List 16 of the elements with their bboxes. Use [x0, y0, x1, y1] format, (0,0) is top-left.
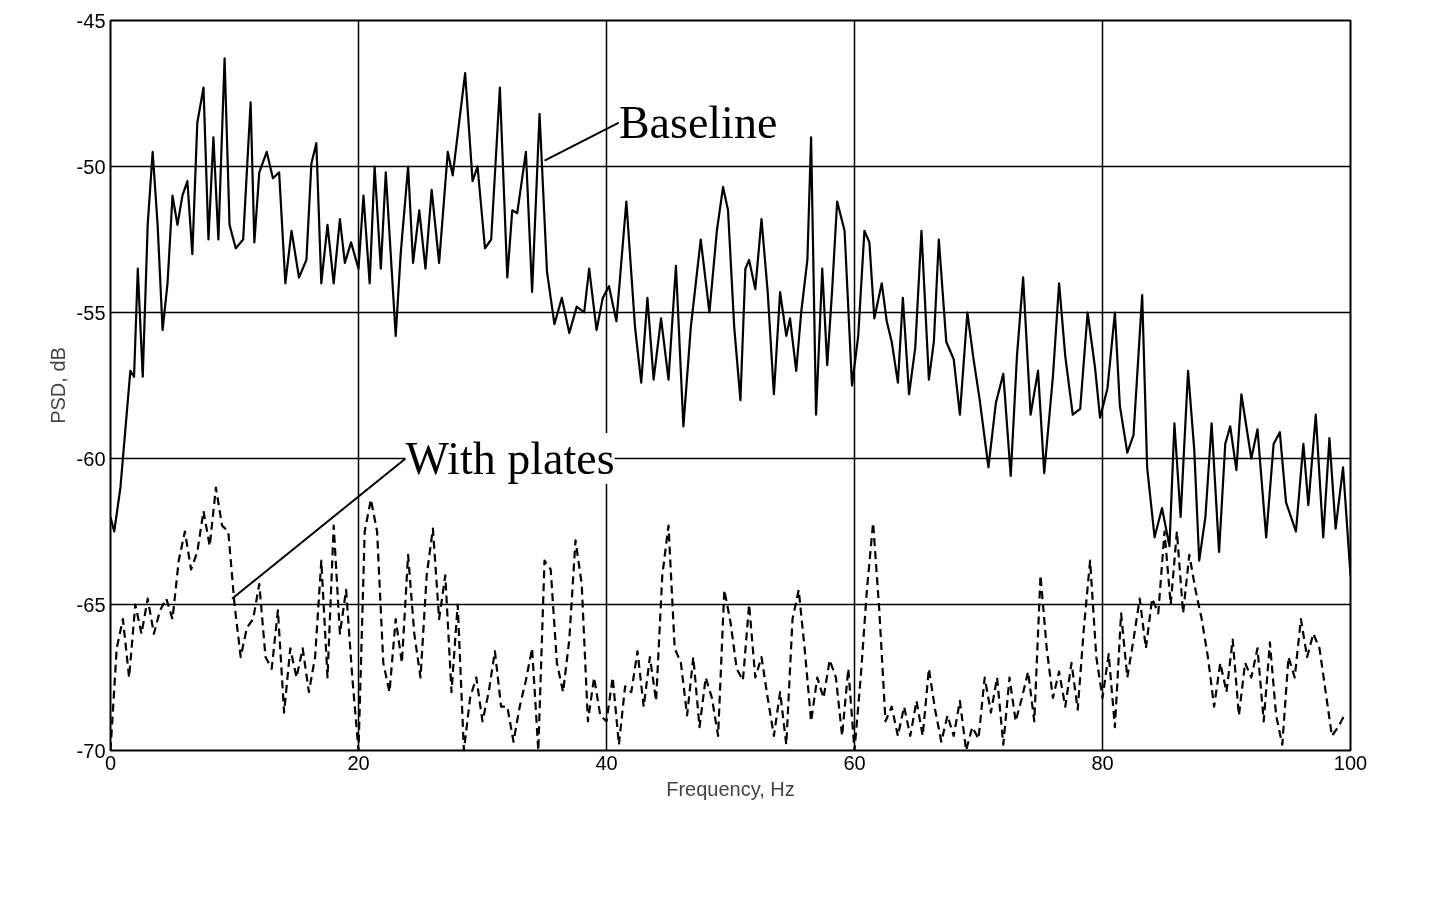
x-tick-label: 20	[347, 751, 370, 774]
y-tick-label: -50	[76, 155, 106, 178]
x-tick-label: 0	[104, 751, 117, 774]
y-tick-label: -70	[76, 739, 106, 762]
y-axis-title: PSD, dB	[46, 347, 69, 424]
y-tick-label: -65	[76, 593, 106, 616]
y-tick-label: -45	[76, 9, 106, 32]
x-tick-label: 60	[843, 751, 866, 774]
x-tick-label: 40	[595, 751, 618, 774]
annotation: With plates	[405, 433, 615, 484]
x-tick-label: 100	[1333, 751, 1368, 774]
y-tick-label: -60	[76, 447, 106, 470]
annotation: Baseline	[618, 97, 778, 149]
x-tick-label: 80	[1091, 751, 1114, 774]
y-tick-label: -55	[76, 301, 106, 324]
x-axis-title: Frequency, Hz	[666, 777, 795, 800]
